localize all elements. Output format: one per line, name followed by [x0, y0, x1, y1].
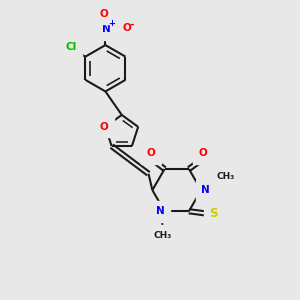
Text: -: -: [130, 19, 134, 29]
Text: O: O: [100, 122, 108, 132]
Text: Cl: Cl: [66, 42, 77, 52]
Text: S: S: [209, 207, 218, 220]
Text: O: O: [122, 23, 131, 33]
Text: N: N: [201, 185, 210, 195]
Text: CH₃: CH₃: [217, 172, 235, 181]
Text: CH₃: CH₃: [154, 230, 172, 239]
Text: N: N: [102, 24, 110, 34]
Text: +: +: [108, 20, 115, 28]
Text: O: O: [99, 9, 108, 19]
Text: N: N: [156, 206, 164, 216]
Text: O: O: [147, 148, 156, 158]
Text: O: O: [199, 148, 208, 158]
